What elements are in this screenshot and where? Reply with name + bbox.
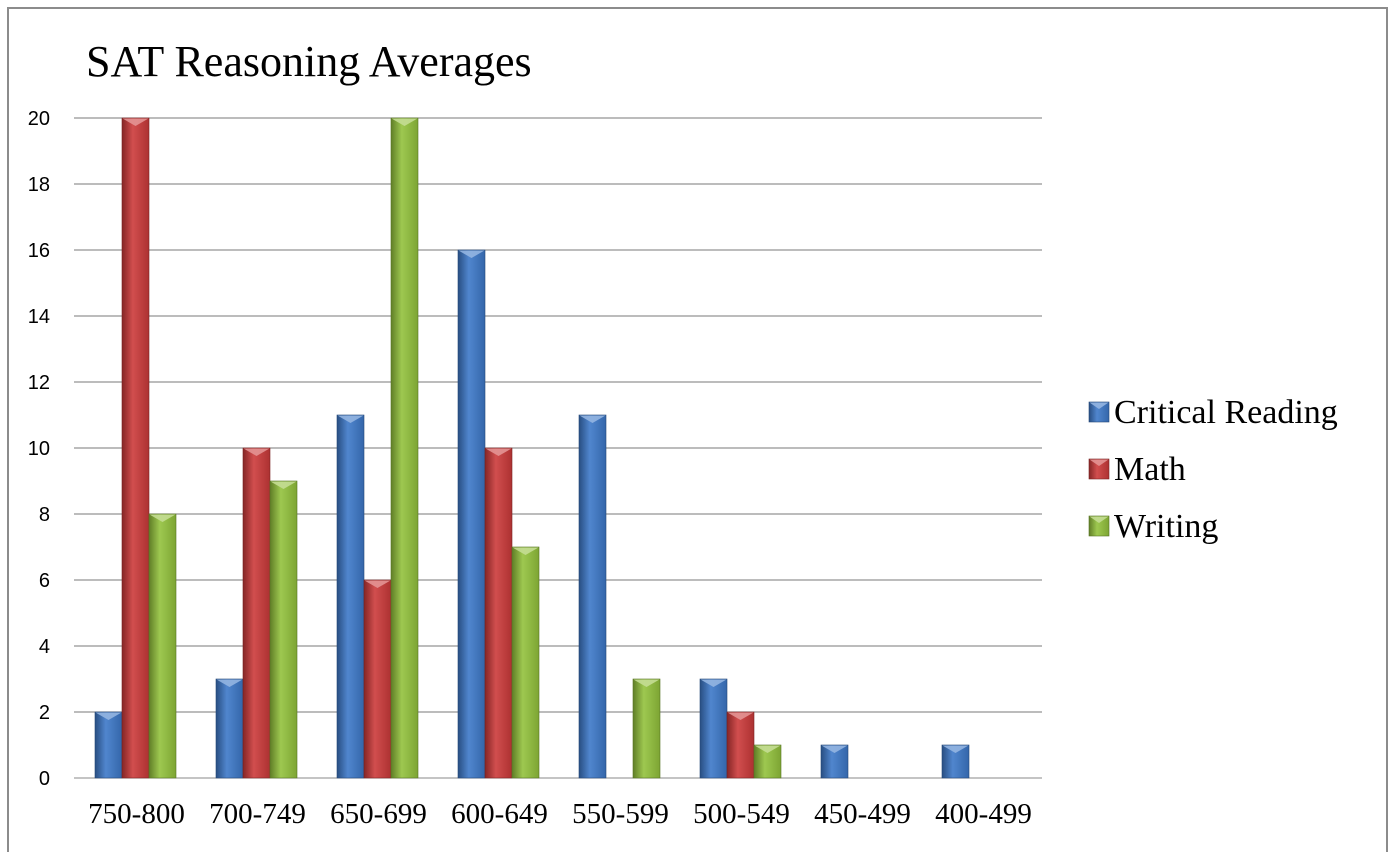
bar-critical-reading [215, 678, 244, 779]
bar-math [242, 447, 271, 779]
x-category-label: 400-499 [935, 798, 1032, 830]
bar-highlight [700, 679, 727, 687]
x-category-label: 650-699 [330, 798, 427, 830]
bar-critical-reading [94, 711, 123, 779]
bar-highlight [270, 481, 297, 489]
legend-label: Critical Reading [1114, 394, 1338, 431]
bar-highlight [364, 580, 391, 588]
bar-highlight [149, 514, 176, 522]
bar-highlight [337, 415, 364, 423]
bar-math [726, 711, 755, 779]
legend: Critical Reading Math Writing [1088, 394, 1338, 545]
y-tick-label: 16 [28, 240, 50, 262]
bar-critical-reading [578, 414, 607, 779]
y-tick-label: 0 [39, 768, 50, 790]
x-category-label: 550-599 [572, 798, 669, 830]
y-tick-label: 6 [39, 570, 50, 592]
bar-highlight [216, 679, 243, 687]
bar-highlight [458, 250, 485, 258]
y-tick-label: 2 [39, 702, 50, 724]
bar-highlight [942, 745, 969, 753]
legend-label: Writing [1114, 508, 1218, 545]
x-category-label: 700-749 [209, 798, 306, 830]
y-tick-label: 14 [28, 306, 50, 328]
x-category-label: 600-649 [451, 798, 548, 830]
y-tick-label: 12 [28, 372, 50, 394]
x-category-label: 450-499 [814, 798, 911, 830]
bar-writing [390, 117, 419, 779]
bar-highlight [821, 745, 848, 753]
bar-highlight [122, 118, 149, 126]
bar-highlight [391, 118, 418, 126]
bar-highlight [95, 712, 122, 720]
bar-math [484, 447, 513, 779]
bar-highlight [633, 679, 660, 687]
bar-highlight [727, 712, 754, 720]
legend-swatch [1088, 401, 1110, 423]
bar-writing [269, 480, 298, 779]
bar-writing [148, 513, 177, 779]
bar-highlight [579, 415, 606, 423]
legend-swatch-highlight [1089, 402, 1109, 409]
y-tick-label: 8 [39, 504, 50, 526]
bar-highlight [512, 547, 539, 555]
bar-critical-reading [336, 414, 365, 779]
chart-title: SAT Reasoning Averages [86, 37, 532, 86]
legend-swatch-highlight [1089, 459, 1109, 466]
bars [94, 117, 970, 779]
bar-writing [511, 546, 540, 779]
bar-writing [632, 678, 661, 779]
bar-math [363, 579, 392, 779]
y-axis-ticks: 0 2 4 6 8 10 12 14 16 18 20 [28, 108, 50, 790]
legend-swatch [1088, 515, 1110, 537]
bar-highlight [485, 448, 512, 456]
x-category-label: 750-800 [88, 798, 185, 830]
legend-swatch [1088, 458, 1110, 480]
y-tick-label: 4 [39, 636, 50, 658]
y-tick-label: 18 [28, 174, 50, 196]
bar-math [121, 117, 150, 779]
y-tick-label: 10 [28, 438, 50, 460]
bar-highlight [243, 448, 270, 456]
bar-critical-reading [457, 249, 486, 779]
bar-highlight [754, 745, 781, 753]
x-category-label: 500-549 [693, 798, 790, 830]
x-axis-categories: 750-800 700-749 650-699 600-649 550-599 500-5… [88, 798, 1032, 830]
bar-critical-reading [699, 678, 728, 779]
y-tick-label: 20 [28, 108, 50, 130]
legend-label: Math [1114, 451, 1186, 488]
legend-swatch-highlight [1089, 516, 1109, 523]
